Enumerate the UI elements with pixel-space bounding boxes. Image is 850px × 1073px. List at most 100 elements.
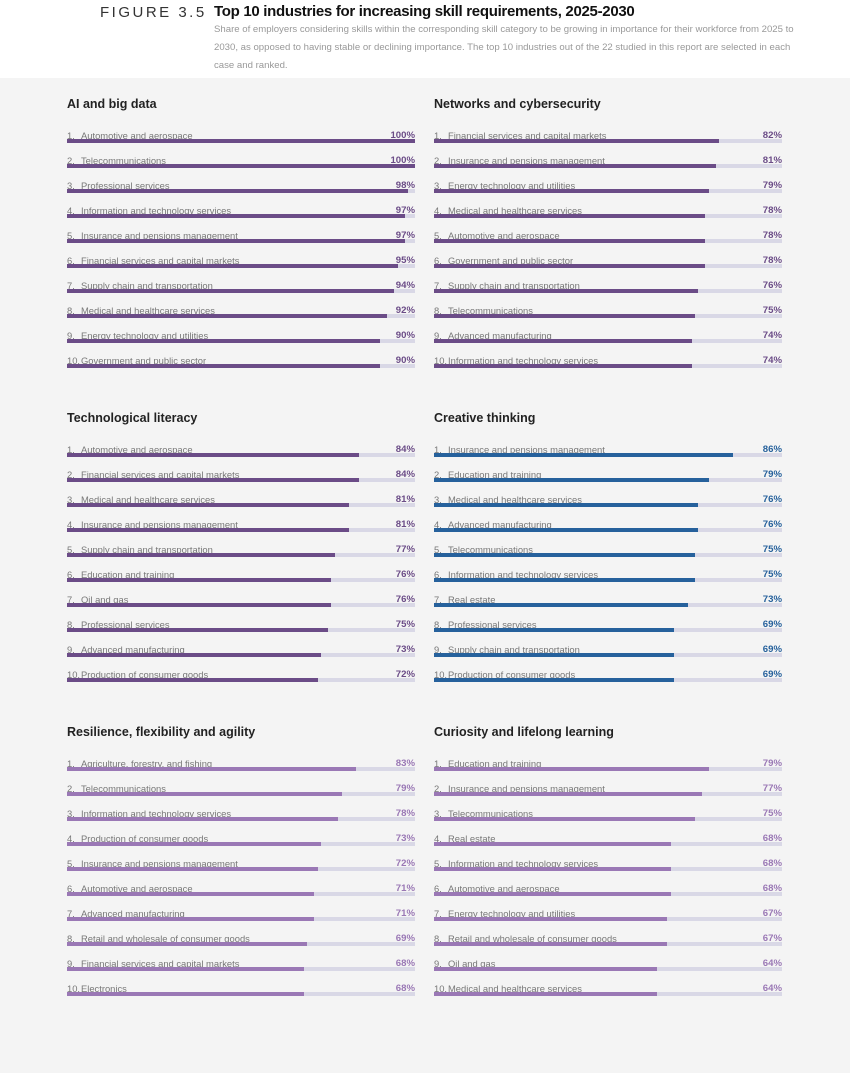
bar-row: 9. Supply chain and transportation 69% xyxy=(434,644,782,669)
bar-track xyxy=(434,214,782,218)
bar-track xyxy=(434,917,782,921)
bar-track xyxy=(67,289,415,293)
bar-track xyxy=(67,792,415,796)
category-label: 9. Advanced manufacturing xyxy=(67,644,185,655)
bar-row: 6. Information and technology services 75… xyxy=(434,569,782,594)
value-label: 71% xyxy=(395,908,415,919)
bar-row: 2. Education and training 79% xyxy=(434,469,782,494)
bar xyxy=(67,289,395,293)
value-label: 68% xyxy=(762,858,782,869)
value-label: 79% xyxy=(762,469,782,480)
bar-row: 9. Advanced manufacturing 74% xyxy=(434,330,782,355)
chart-panel: Networks and cybersecurity 1. Financial se… xyxy=(434,97,782,380)
bar xyxy=(434,653,675,657)
bar-track xyxy=(434,578,782,582)
panel-title: Technological literacy xyxy=(67,411,198,425)
bar-row: 3. Medical and healthcare services 76% xyxy=(434,494,782,519)
bar-row: 2. Financial services and capital markets… xyxy=(67,469,415,494)
category-label: 3. Medical and healthcare services xyxy=(67,494,215,505)
bar-track xyxy=(67,453,415,457)
bar xyxy=(67,792,342,796)
bar xyxy=(434,264,706,268)
bar-row: 4. Production of consumer goods 73% xyxy=(67,833,415,858)
category-label: 7. Real estate xyxy=(434,594,496,605)
bar-track xyxy=(434,992,782,996)
bar-row: 4. Advanced manufacturing 76% xyxy=(434,519,782,544)
bar xyxy=(67,264,398,268)
bar xyxy=(434,314,695,318)
bar-row: 4. Information and technology services 97… xyxy=(67,205,415,230)
value-label: 69% xyxy=(762,669,782,680)
bar-row: 5. Insurance and pensions management 97% xyxy=(67,230,415,255)
chart-panel: Resilience, flexibility and agility 1. Agr… xyxy=(67,725,415,1008)
bar-track xyxy=(434,289,782,293)
bar-row: 3. Telecommunications 75% xyxy=(434,808,782,833)
bar xyxy=(434,892,671,896)
bar-row: 10.Electronics 68% xyxy=(67,983,415,1008)
bar-row: 7. Supply chain and transportation 94% xyxy=(67,280,415,305)
bar-track xyxy=(67,967,415,971)
bar-row: 8. Medical and healthcare services 92% xyxy=(67,305,415,330)
bar-track xyxy=(434,314,782,318)
bar-track xyxy=(434,139,782,143)
bar-row: 6. Financial services and capital markets… xyxy=(67,255,415,280)
category-label: 9. Oil and gas xyxy=(434,958,496,969)
bar-track xyxy=(67,214,415,218)
bar-row: 4. Insurance and pensions management 81% xyxy=(67,519,415,544)
bar xyxy=(434,239,706,243)
bar xyxy=(434,603,689,607)
value-label: 67% xyxy=(762,933,782,944)
value-label: 75% xyxy=(762,305,782,316)
bar-row: 10.Medical and healthcare services 64% xyxy=(434,983,782,1008)
bar xyxy=(434,917,668,921)
bar xyxy=(434,453,734,457)
bar xyxy=(67,817,339,821)
value-label: 72% xyxy=(395,669,415,680)
category-label: 2. Education and training xyxy=(434,469,542,480)
category-label: 9. Supply chain and transportation xyxy=(434,644,580,655)
figure-number: FIGURE 3.5 xyxy=(100,4,207,21)
bar-track xyxy=(434,942,782,946)
bar-track xyxy=(67,678,415,682)
value-label: 100% xyxy=(390,155,415,166)
bar-row: 6. Government and public sector 78% xyxy=(434,255,782,280)
category-label: 5. Telecommunications xyxy=(434,544,533,555)
value-label: 73% xyxy=(395,833,415,844)
value-label: 95% xyxy=(395,255,415,266)
bar-track xyxy=(434,842,782,846)
bar-row: 10.Production of consumer goods 69% xyxy=(434,669,782,694)
panel-title: Networks and cybersecurity xyxy=(434,97,601,111)
bar-row: 1. Automotive and aerospace 84% xyxy=(67,444,415,469)
bar xyxy=(67,189,409,193)
category-label: 3. Information and technology services xyxy=(67,808,232,819)
bar xyxy=(67,653,322,657)
value-label: 75% xyxy=(762,569,782,580)
bar-row: 2. Insurance and pensions management 81% xyxy=(434,155,782,180)
bar-track xyxy=(434,503,782,507)
category-label: 10.Information and technology services xyxy=(434,355,599,366)
value-label: 69% xyxy=(762,644,782,655)
bar xyxy=(67,364,381,368)
value-label: 98% xyxy=(395,180,415,191)
bar xyxy=(67,578,332,582)
bar xyxy=(434,867,671,871)
bar-row: 1. Insurance and pensions management 86% xyxy=(434,444,782,469)
bar-row: 3. Energy technology and utilities 79% xyxy=(434,180,782,205)
value-label: 74% xyxy=(762,355,782,366)
bar xyxy=(434,364,692,368)
bar-track xyxy=(434,264,782,268)
bar xyxy=(434,339,692,343)
bar xyxy=(67,528,349,532)
category-label: 7. Advanced manufacturing xyxy=(67,908,185,919)
bar-row: 7. Energy technology and utilities 67% xyxy=(434,908,782,933)
bar-track xyxy=(434,628,782,632)
value-label: 73% xyxy=(762,594,782,605)
bar-track xyxy=(67,767,415,771)
bar-track xyxy=(434,817,782,821)
bar-row: 6. Education and training 76% xyxy=(67,569,415,594)
bar xyxy=(67,892,315,896)
bar xyxy=(67,942,308,946)
panel-title: Creative thinking xyxy=(434,411,536,425)
bar-track xyxy=(434,867,782,871)
bar xyxy=(434,289,699,293)
